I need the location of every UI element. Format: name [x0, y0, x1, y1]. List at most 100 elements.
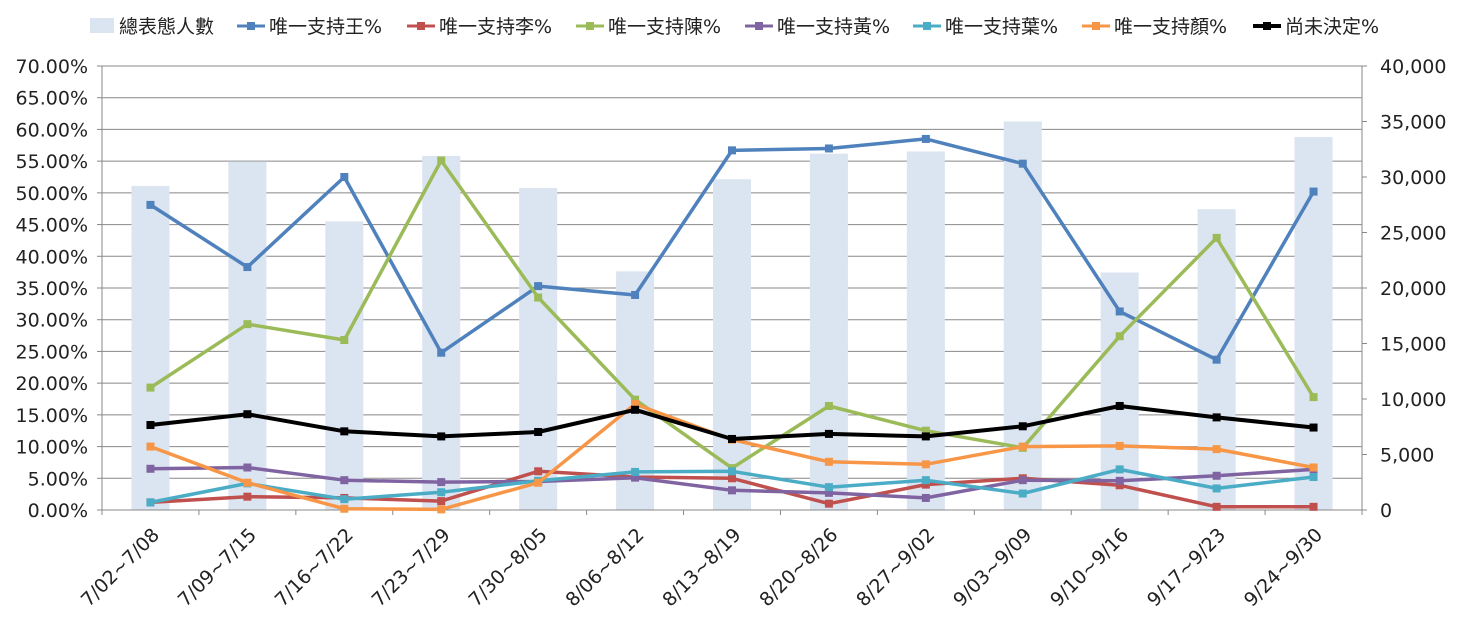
x-tick-label: 7/02~7/08	[77, 524, 164, 611]
data-point	[1115, 465, 1124, 474]
data-point	[631, 467, 640, 476]
data-point	[824, 483, 833, 492]
data-point	[824, 488, 833, 497]
data-point	[824, 144, 833, 153]
legend-swatch-marker	[1092, 22, 1100, 30]
left-tick-label: 50.00%	[16, 183, 88, 205]
legend-swatch-marker	[586, 22, 594, 30]
bar	[519, 188, 558, 510]
data-point	[921, 480, 930, 489]
x-tick-label: 7/16~7/22	[271, 524, 358, 611]
data-point	[728, 434, 736, 443]
legend-swatch-marker	[417, 22, 425, 30]
left-tick-label: 15.00%	[16, 405, 88, 427]
data-point	[1212, 413, 1221, 422]
legend-swatch-marker	[923, 22, 931, 30]
data-point	[728, 146, 736, 155]
data-point	[921, 432, 930, 441]
data-point	[1212, 355, 1221, 364]
legend-label: 唯一支持李%	[439, 16, 552, 38]
data-point	[728, 486, 736, 495]
data-point	[824, 429, 833, 438]
bar	[906, 151, 945, 510]
data-point	[534, 427, 543, 436]
data-point	[1309, 502, 1318, 511]
x-tick-label: 8/20~8/26	[755, 524, 842, 611]
data-point	[631, 400, 640, 409]
x-tick-label: 8/27~9/02	[852, 524, 939, 611]
left-tick-label: 25.00%	[16, 341, 88, 363]
data-point	[1115, 307, 1124, 316]
bar-series	[131, 121, 1333, 511]
data-point	[146, 383, 155, 392]
data-point	[437, 348, 446, 357]
data-point	[921, 493, 930, 502]
left-tick-label: 60.00%	[16, 119, 88, 141]
data-point	[1309, 463, 1318, 472]
data-point	[243, 410, 252, 419]
data-point	[1115, 476, 1124, 485]
x-tick-label: 8/06~8/12	[561, 524, 648, 611]
data-point	[824, 457, 833, 466]
x-tick-label: 9/10~9/16	[1046, 524, 1133, 611]
bar	[809, 153, 848, 510]
left-tick-label: 5.00%	[28, 468, 88, 490]
x-tick-label: 7/09~7/15	[174, 524, 261, 611]
legend-swatch-marker	[1263, 22, 1271, 30]
legend-label: 尚未決定%	[1285, 16, 1379, 38]
legend-label: 唯一支持黃%	[777, 16, 890, 38]
data-point	[1018, 476, 1027, 485]
right-tick-label: 40,000	[1380, 56, 1446, 78]
right-tick-label: 10,000	[1380, 389, 1446, 411]
data-point	[921, 426, 930, 435]
legend-swatch	[90, 18, 114, 33]
data-point	[534, 293, 543, 302]
data-point	[1309, 187, 1318, 196]
data-point	[146, 464, 155, 473]
right-tick-label: 15,000	[1380, 334, 1446, 356]
data-point	[146, 442, 155, 451]
data-point	[824, 499, 833, 508]
legend-swatch-marker	[755, 22, 763, 30]
data-point	[1115, 332, 1124, 341]
data-point	[1212, 233, 1221, 242]
data-point	[1212, 484, 1221, 493]
left-tick-label: 45.00%	[16, 215, 88, 237]
data-point	[340, 495, 349, 504]
bar	[713, 179, 751, 510]
right-tick-label: 30,000	[1380, 167, 1446, 189]
legend: 總表態人數 唯一支持王% 唯一支持李% 唯一支持陳% 唯一支持黃% 唯一支持葉% 唯一支持顏…	[90, 16, 1379, 38]
bar	[131, 185, 170, 510]
data-point	[921, 134, 930, 143]
data-point	[1115, 441, 1124, 450]
x-tick-label: 7/23~7/29	[368, 524, 455, 611]
data-point	[1018, 422, 1027, 431]
data-point	[728, 467, 736, 476]
data-point	[1018, 489, 1027, 498]
data-point	[243, 478, 252, 487]
data-point	[631, 395, 640, 404]
data-point	[340, 476, 349, 485]
right-tick-label: 0	[1380, 500, 1392, 522]
left-tick-label: 40.00%	[16, 246, 88, 268]
x-tick-label: 9/24~9/30	[1240, 524, 1327, 611]
data-point	[437, 432, 446, 441]
left-tick-label: 0.00%	[28, 500, 88, 522]
left-tick-label: 30.00%	[16, 310, 88, 332]
data-point	[1212, 471, 1221, 480]
legend-swatch-marker	[247, 22, 255, 30]
data-point	[631, 290, 640, 299]
data-point	[146, 498, 155, 507]
right-tick-label: 5,000	[1380, 445, 1434, 467]
data-point	[1018, 159, 1027, 168]
left-tick-label: 35.00%	[16, 278, 88, 300]
data-point	[1212, 445, 1221, 454]
data-point	[921, 460, 930, 469]
data-point	[824, 401, 833, 410]
left-tick-label: 10.00%	[16, 437, 88, 459]
legend-label: 唯一支持王%	[269, 16, 382, 38]
x-tick-label: 8/13~8/19	[658, 524, 745, 611]
data-point	[146, 200, 155, 209]
legend-label: 唯一支持葉%	[945, 16, 1058, 38]
